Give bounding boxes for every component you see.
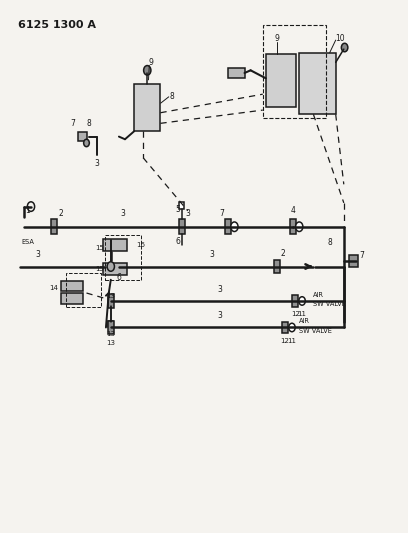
- Text: 11: 11: [287, 338, 297, 344]
- Bar: [228, 68, 244, 78]
- Bar: [299, 53, 336, 114]
- Text: 8: 8: [169, 92, 174, 101]
- Bar: [226, 219, 231, 234]
- Text: 10: 10: [335, 34, 345, 43]
- Text: 7: 7: [359, 252, 364, 261]
- Text: 6: 6: [175, 237, 180, 246]
- Text: 7: 7: [70, 119, 75, 128]
- Text: 12: 12: [291, 311, 299, 317]
- Text: 6125 1300 A: 6125 1300 A: [18, 20, 95, 30]
- Text: 13: 13: [106, 341, 115, 346]
- Bar: [61, 281, 84, 292]
- Bar: [105, 235, 141, 280]
- Circle shape: [144, 66, 151, 75]
- Text: 8: 8: [86, 119, 91, 128]
- Circle shape: [289, 323, 295, 332]
- Bar: [109, 321, 113, 327]
- Text: ESA: ESA: [21, 239, 34, 245]
- Bar: [134, 84, 160, 131]
- Text: 3: 3: [210, 251, 215, 260]
- Text: AIR: AIR: [299, 318, 310, 324]
- Bar: [290, 219, 296, 234]
- Bar: [103, 239, 127, 251]
- Text: 12: 12: [281, 338, 290, 344]
- Text: 4: 4: [291, 206, 295, 215]
- Text: 5: 5: [175, 205, 180, 214]
- Text: 2: 2: [59, 209, 64, 218]
- Circle shape: [107, 262, 115, 271]
- Circle shape: [299, 297, 305, 305]
- Bar: [103, 263, 127, 275]
- Text: 9: 9: [275, 34, 279, 43]
- Text: 13: 13: [106, 293, 115, 298]
- Circle shape: [84, 139, 89, 147]
- Bar: [66, 273, 101, 308]
- Text: 3: 3: [35, 251, 40, 260]
- Circle shape: [231, 222, 238, 231]
- Text: 3: 3: [94, 159, 99, 167]
- Bar: [179, 219, 184, 234]
- Text: 9: 9: [148, 58, 153, 67]
- Text: 15: 15: [95, 266, 104, 272]
- Text: 3: 3: [185, 209, 190, 218]
- Bar: [51, 219, 57, 234]
- Circle shape: [341, 43, 348, 52]
- Bar: [282, 321, 288, 333]
- Bar: [274, 260, 280, 273]
- Circle shape: [295, 222, 303, 231]
- Text: AIR: AIR: [313, 292, 324, 297]
- Text: 11: 11: [297, 311, 306, 317]
- Text: 3: 3: [218, 285, 223, 294]
- Bar: [108, 294, 114, 308]
- Text: 1: 1: [25, 206, 30, 215]
- Text: 15: 15: [95, 245, 104, 251]
- Bar: [179, 203, 184, 209]
- Text: 3: 3: [120, 209, 125, 218]
- Text: 8: 8: [327, 238, 332, 247]
- Text: 14: 14: [50, 285, 58, 290]
- Text: SW VALVE: SW VALVE: [299, 328, 332, 334]
- Text: 2: 2: [281, 249, 285, 258]
- Text: 13: 13: [106, 331, 115, 337]
- Text: 3: 3: [218, 311, 223, 320]
- Text: 6: 6: [116, 272, 121, 281]
- Bar: [61, 293, 84, 304]
- Bar: [78, 132, 87, 141]
- Bar: [349, 255, 357, 267]
- Bar: [266, 54, 296, 108]
- Text: SW VALVE: SW VALVE: [313, 301, 346, 307]
- Bar: [108, 321, 114, 334]
- Text: 7: 7: [220, 209, 225, 218]
- Bar: [263, 25, 326, 118]
- Text: 16: 16: [137, 243, 146, 248]
- Bar: [293, 295, 298, 307]
